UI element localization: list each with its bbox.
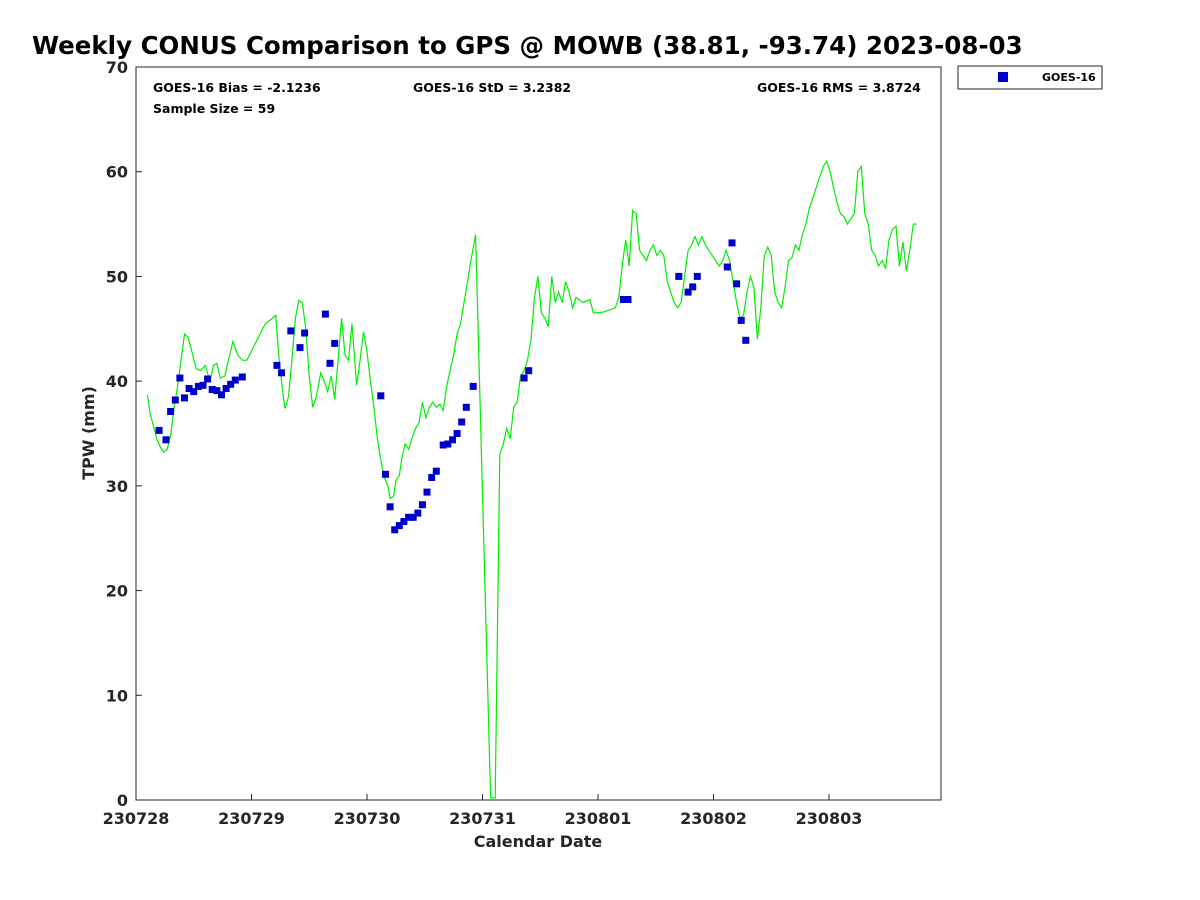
y-tick-label: 60 xyxy=(106,163,128,182)
goes16-point xyxy=(321,310,329,318)
plot-frame xyxy=(135,66,942,801)
y-tick-label: 0 xyxy=(117,791,128,810)
goes16-point xyxy=(418,501,426,509)
x-tick-label: 230728 xyxy=(103,809,170,828)
goes16-point xyxy=(181,394,188,402)
series-layer xyxy=(146,159,917,799)
goes16-point xyxy=(213,387,221,395)
goes16-point xyxy=(462,403,470,411)
y-tick-label: 40 xyxy=(106,372,128,391)
y-tick-label: 30 xyxy=(106,477,128,496)
std-stat: GOES-16 StD = 3.2382 xyxy=(413,80,571,95)
goes16-point xyxy=(382,470,389,478)
goes16-point xyxy=(278,369,285,377)
goes16-point xyxy=(624,296,632,303)
goes16-point xyxy=(423,488,431,496)
goes16-point xyxy=(218,391,225,399)
y-axis-label: TPW (mm) xyxy=(79,386,98,480)
rms-stat: GOES-16 RMS = 3.8724 xyxy=(757,80,921,95)
goes16-point xyxy=(227,380,235,388)
goes16-point xyxy=(737,316,745,324)
goes16-point xyxy=(405,513,413,521)
goes16-point xyxy=(238,373,246,381)
x-axis-label: Calendar Date xyxy=(474,832,603,851)
goes16-point xyxy=(689,283,697,291)
sample-size-stat: Sample Size = 59 xyxy=(153,101,275,116)
goes16-point xyxy=(684,288,692,296)
goes16-point xyxy=(296,344,304,352)
goes16-point xyxy=(287,327,295,335)
x-tick-label: 230730 xyxy=(334,809,401,828)
goes16-point xyxy=(675,272,683,280)
x-tick-label: 230801 xyxy=(565,809,632,828)
gps-tpw-line xyxy=(146,159,917,799)
legend-goes16-label: GOES-16 xyxy=(1042,71,1096,84)
goes16-point xyxy=(400,518,408,525)
goes16-point xyxy=(377,392,385,400)
plot-area: 0 10 20 30 40 50 60 70 230728 230729 230730 230731… xyxy=(103,58,942,828)
goes16-point xyxy=(458,418,466,426)
goes16-point xyxy=(444,440,452,448)
goes16-point xyxy=(231,376,239,384)
goes16-point xyxy=(386,503,394,511)
bias-stat: GOES-16 Bias = -2.1236 xyxy=(153,80,321,95)
x-tick-label: 230802 xyxy=(680,809,747,828)
goes16-point xyxy=(171,396,179,404)
goes16-point xyxy=(204,375,212,383)
goes16-point xyxy=(693,272,701,280)
x-axis: 230728 230729 230730 230731 230801 230802 2308… xyxy=(103,794,863,828)
goes16-point xyxy=(520,374,528,382)
y-tick-label: 10 xyxy=(106,686,128,705)
y-tick-label: 20 xyxy=(106,582,128,601)
goes16-point xyxy=(453,430,461,437)
goes16-point xyxy=(409,513,417,521)
x-tick-label: 230803 xyxy=(796,809,863,828)
goes16-point xyxy=(222,385,230,392)
goes16-point xyxy=(723,263,731,271)
goes16-point xyxy=(728,239,736,247)
goes16-point xyxy=(301,329,309,337)
goes16-point xyxy=(733,280,741,288)
y-tick-label: 50 xyxy=(106,267,128,286)
x-tick-label: 230731 xyxy=(449,809,516,828)
goes16-point xyxy=(391,526,399,534)
goes16-point xyxy=(326,359,334,367)
goes16-point xyxy=(167,408,175,415)
chart-title: Weekly CONUS Comparison to GPS @ MOWB (3… xyxy=(32,31,1023,60)
legend: GOES-16 xyxy=(957,65,1103,90)
goes16-point xyxy=(185,385,193,392)
goes16-point xyxy=(395,522,403,530)
goes16-point xyxy=(742,336,750,344)
goes16-point xyxy=(162,436,170,444)
goes16-point xyxy=(414,509,422,517)
goes16-point xyxy=(449,436,456,444)
x-tick-label: 230729 xyxy=(218,809,285,828)
legend-box xyxy=(957,65,1103,90)
goes16-point xyxy=(176,374,184,382)
goes16-point xyxy=(619,296,627,303)
goes16-point xyxy=(155,426,163,434)
y-tick-label: 70 xyxy=(106,58,128,77)
goes16-point xyxy=(199,381,207,389)
y-axis: 0 10 20 30 40 50 60 70 xyxy=(106,58,142,810)
goes16-point xyxy=(273,361,281,369)
goes16-point xyxy=(190,388,198,396)
goes16-point xyxy=(432,467,440,475)
goes16-point xyxy=(469,382,477,390)
goes16-point xyxy=(428,474,436,481)
goes16-point xyxy=(525,367,533,375)
goes16-point xyxy=(194,382,202,390)
goes16-point xyxy=(208,386,216,393)
goes16-point xyxy=(331,339,339,347)
goes16-point xyxy=(439,441,447,449)
legend-goes16-marker xyxy=(998,72,1008,82)
